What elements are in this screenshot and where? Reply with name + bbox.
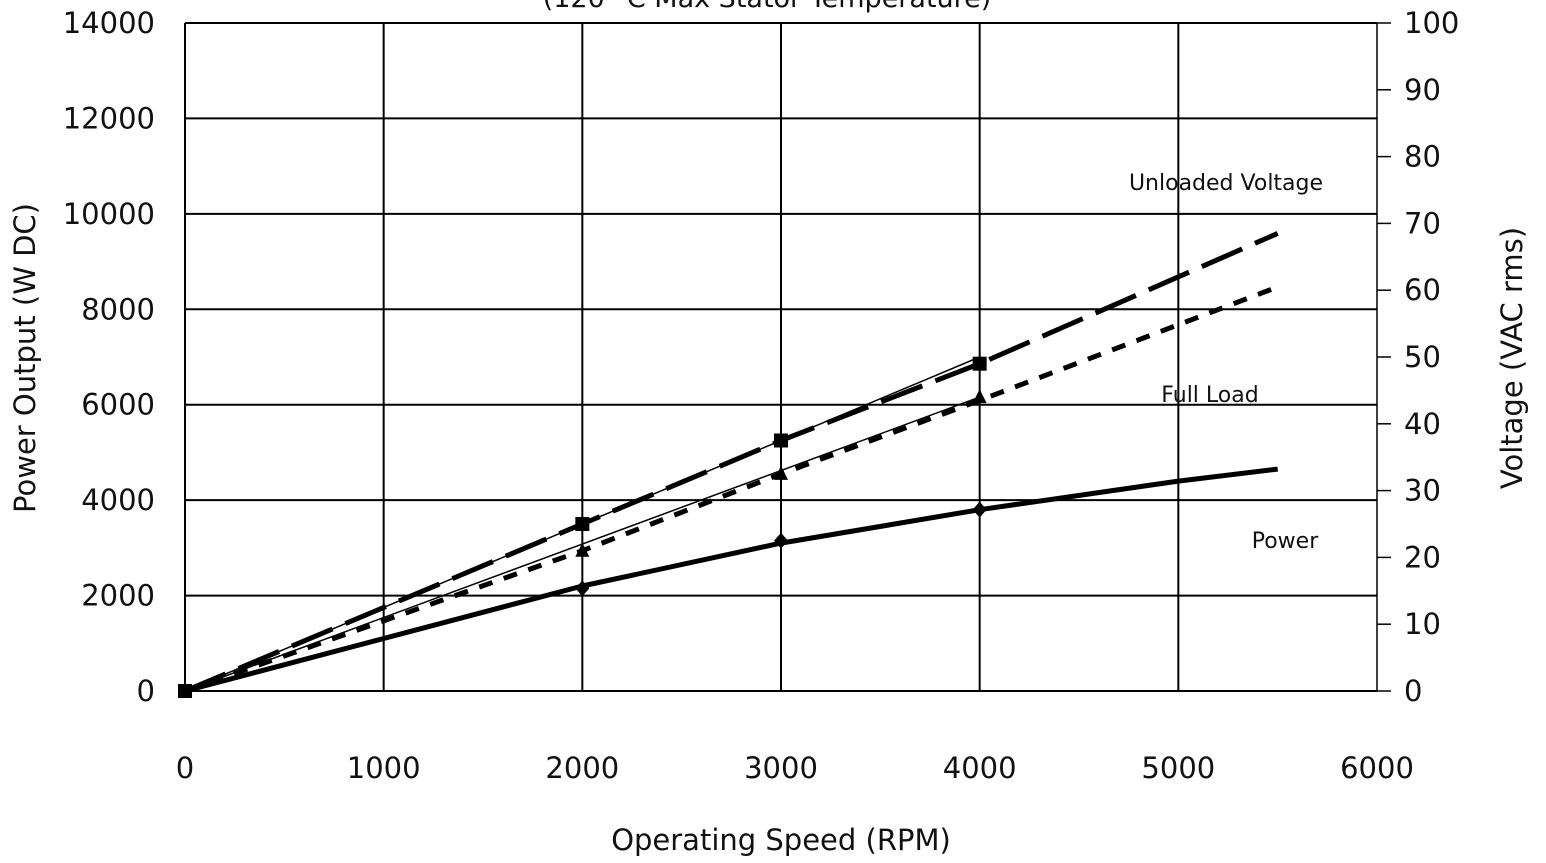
y-tick-label: 4000 xyxy=(81,483,155,517)
y-tick-label: 2000 xyxy=(81,579,155,613)
marker-triangle xyxy=(774,465,788,480)
x-tick-label: 3000 xyxy=(744,751,818,785)
x-tick-label: 0 xyxy=(176,751,194,785)
y-tick-label: 8000 xyxy=(81,292,155,326)
tick-labels: 0 1000 2000 3000 4000 5000 6000020004000600080… xyxy=(63,6,1460,785)
x-tick-label: 4000 xyxy=(943,751,1017,785)
marker-square xyxy=(972,356,987,371)
marker-square xyxy=(575,517,590,531)
marker-diamond xyxy=(774,532,788,549)
x-tick-label: 5000 xyxy=(1141,751,1215,785)
series-line-power xyxy=(184,466,1278,694)
x-axis-label: Operating Speed (RPM) xyxy=(611,823,951,857)
y-tick-label: 10000 xyxy=(63,197,155,231)
y2-tick-label: 50 xyxy=(1404,340,1441,374)
y2-tick-label: 20 xyxy=(1404,540,1441,574)
y2-tick-label: 0 xyxy=(1404,674,1422,708)
marker-square xyxy=(774,433,788,448)
y-axis-label: Power Output (W DC) xyxy=(8,203,42,513)
y2-tick-label: 10 xyxy=(1404,607,1441,641)
marker-diamond xyxy=(575,580,590,597)
y-tick-label: 0 xyxy=(137,674,155,708)
y2-tick-label: 30 xyxy=(1404,474,1441,508)
y-tick-label: 12000 xyxy=(63,101,155,135)
y2-axis-label: Voltage (VAC rms) xyxy=(1495,227,1529,489)
chart-title: (120 °C Max Stator Temperature) xyxy=(543,0,992,14)
y2-tick-label: 90 xyxy=(1404,73,1441,107)
series-line-unloaded-voltage xyxy=(184,231,1279,694)
marker-diamond xyxy=(972,501,987,518)
y-tick-label: 6000 xyxy=(81,388,155,422)
y-tick-label: 14000 xyxy=(63,6,155,40)
series-lines xyxy=(184,231,1279,694)
series-markers xyxy=(178,356,987,698)
y2-tick-label: 100 xyxy=(1404,6,1459,40)
y2-tick-label: 70 xyxy=(1404,206,1441,240)
annotation-power: Power xyxy=(1252,529,1319,554)
annotation-unloaded-voltage: Unloaded Voltage xyxy=(1129,171,1323,196)
x-tick-label: 2000 xyxy=(545,751,619,785)
marker-triangle xyxy=(575,542,590,557)
y2-tick-label: 40 xyxy=(1404,407,1441,441)
annotation-full-load: Full Load xyxy=(1161,383,1258,408)
marker-triangle xyxy=(972,389,987,404)
y2-tick-label: 80 xyxy=(1404,140,1441,174)
x-tick-label: 6000 xyxy=(1340,751,1414,785)
y2-tick-label: 60 xyxy=(1404,273,1441,307)
x-tick-label: 1000 xyxy=(347,751,421,785)
grid xyxy=(184,22,1391,692)
marker-square xyxy=(178,684,192,698)
